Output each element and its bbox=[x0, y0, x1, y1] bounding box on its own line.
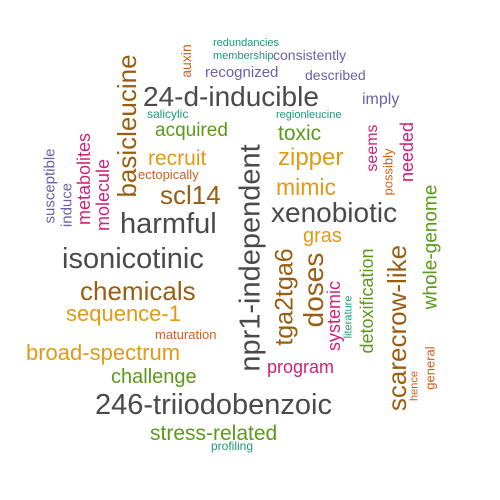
word-profiling: profiling bbox=[211, 439, 254, 453]
word-24-d-inducible: 24-d-inducible bbox=[143, 81, 319, 112]
word-literature: literature bbox=[342, 295, 355, 339]
word-isonicotinic: isonicotinic bbox=[62, 243, 204, 275]
word-maturation: maturation bbox=[155, 327, 217, 342]
word-toxic: toxic bbox=[278, 122, 322, 145]
word-challenge: challenge bbox=[111, 366, 197, 388]
word-recognized: recognized bbox=[205, 64, 279, 81]
word-tga2tga6: tga2tga6 bbox=[270, 248, 299, 346]
word-induce: induce bbox=[58, 182, 76, 228]
word-chemicals: chemicals bbox=[80, 276, 196, 306]
word-ectopically: ectopically bbox=[138, 167, 199, 182]
word-xenobiotic: xenobiotic bbox=[271, 197, 398, 228]
word-scarecrow-like: scarecrow-like bbox=[382, 244, 412, 412]
word-zipper: zipper bbox=[278, 144, 344, 171]
word-scl14: scl14 bbox=[160, 180, 221, 210]
word-seems: seems bbox=[364, 124, 381, 172]
word-stress-related: stress-related bbox=[150, 422, 278, 445]
word-possibly: possibly bbox=[380, 148, 396, 196]
word-hence: hence bbox=[408, 371, 421, 401]
word-salicylic: salicylic bbox=[147, 107, 189, 121]
word-molecule: molecule bbox=[93, 158, 113, 232]
word-redundancies: redundancies bbox=[213, 37, 280, 49]
word-mimic: mimic bbox=[276, 174, 337, 200]
word-regionleucine: regionleucine bbox=[276, 109, 342, 121]
word-npr1-independent: npr1-independent bbox=[234, 144, 267, 372]
word-whole-genome: whole-genome bbox=[420, 184, 442, 310]
word-consistently: consistently bbox=[273, 47, 347, 63]
word-sequence-1: sequence-1 bbox=[66, 301, 181, 326]
word-needed: needed bbox=[397, 121, 417, 183]
word-recruit: recruit bbox=[148, 147, 207, 170]
word-auxin: auxin bbox=[178, 44, 194, 78]
word-broad-spectrum: broad-spectrum bbox=[26, 340, 181, 365]
word-246-triiodobenzoic: 246-triiodobenzoic bbox=[95, 389, 332, 421]
word-described: described bbox=[305, 67, 366, 83]
word-program: program bbox=[267, 357, 335, 377]
word-basicleucine: basicleucine bbox=[112, 54, 142, 198]
word-metabolites: metabolites bbox=[74, 132, 94, 226]
word-acquired: acquired bbox=[155, 120, 228, 141]
word-harmful: harmful bbox=[120, 208, 217, 240]
word-membership: membership bbox=[213, 50, 274, 62]
word-gras: gras bbox=[303, 225, 342, 247]
word-detoxification: detoxification bbox=[357, 248, 377, 354]
word-systemic: systemic bbox=[324, 280, 344, 352]
word-susceptible: susceptible bbox=[41, 148, 59, 224]
word-imply: imply bbox=[362, 91, 400, 108]
word-general: general bbox=[422, 346, 438, 390]
